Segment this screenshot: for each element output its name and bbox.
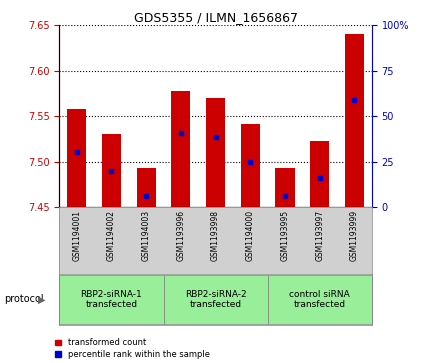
FancyBboxPatch shape [59, 275, 164, 324]
Text: protocol: protocol [4, 294, 44, 305]
Text: GSM1194001: GSM1194001 [72, 210, 81, 261]
Text: GSM1194000: GSM1194000 [246, 210, 255, 261]
Bar [241, 124, 260, 207]
Text: GSM1194003: GSM1194003 [142, 210, 150, 261]
Text: GSM1194002: GSM1194002 [107, 210, 116, 261]
Text: GSM1193996: GSM1193996 [176, 210, 185, 261]
FancyBboxPatch shape [164, 275, 268, 324]
Text: RBP2-siRNA-2
transfected: RBP2-siRNA-2 transfected [185, 290, 246, 309]
Text: control siRNA
transfected: control siRNA transfected [290, 290, 350, 309]
Text: RBP2-siRNA-1
transfected: RBP2-siRNA-1 transfected [81, 290, 143, 309]
FancyBboxPatch shape [268, 275, 372, 324]
Bar [345, 34, 364, 207]
Text: ▶: ▶ [38, 294, 46, 305]
Bar [275, 168, 294, 207]
Bar [137, 168, 156, 207]
Bar [206, 98, 225, 207]
Text: GSM1193995: GSM1193995 [281, 210, 290, 261]
Bar [310, 141, 329, 207]
Title: GDS5355 / ILMN_1656867: GDS5355 / ILMN_1656867 [134, 11, 297, 24]
Text: GSM1193999: GSM1193999 [350, 210, 359, 261]
Text: GSM1193998: GSM1193998 [211, 210, 220, 261]
Legend: transformed count, percentile rank within the sample: transformed count, percentile rank withi… [55, 338, 210, 359]
Text: GSM1193997: GSM1193997 [315, 210, 324, 261]
Bar [102, 134, 121, 207]
Bar [67, 109, 86, 207]
Bar [171, 91, 191, 207]
